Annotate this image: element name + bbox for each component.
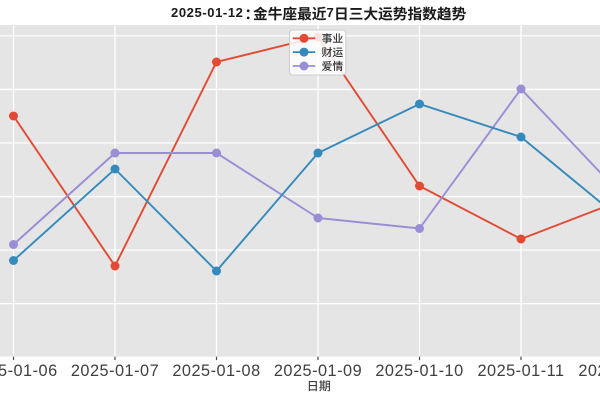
svg-text:2025-01-10: 2025-01-10 <box>375 362 463 380</box>
svg-text:2025-01-09: 2025-01-09 <box>274 362 362 380</box>
svg-text:2025-01-11: 2025-01-11 <box>477 362 564 380</box>
svg-text:2025-01-08: 2025-01-08 <box>172 362 260 380</box>
svg-text:2025-01-07: 2025-01-07 <box>71 362 159 380</box>
svg-text:2025-01-06: 2025-01-06 <box>0 362 58 380</box>
svg-text:2025-01-12: 2025-01-12 <box>171 5 244 20</box>
svg-text:7: 7 <box>327 5 334 20</box>
svg-text:2025-01-12: 2025-01-12 <box>578 362 600 380</box>
